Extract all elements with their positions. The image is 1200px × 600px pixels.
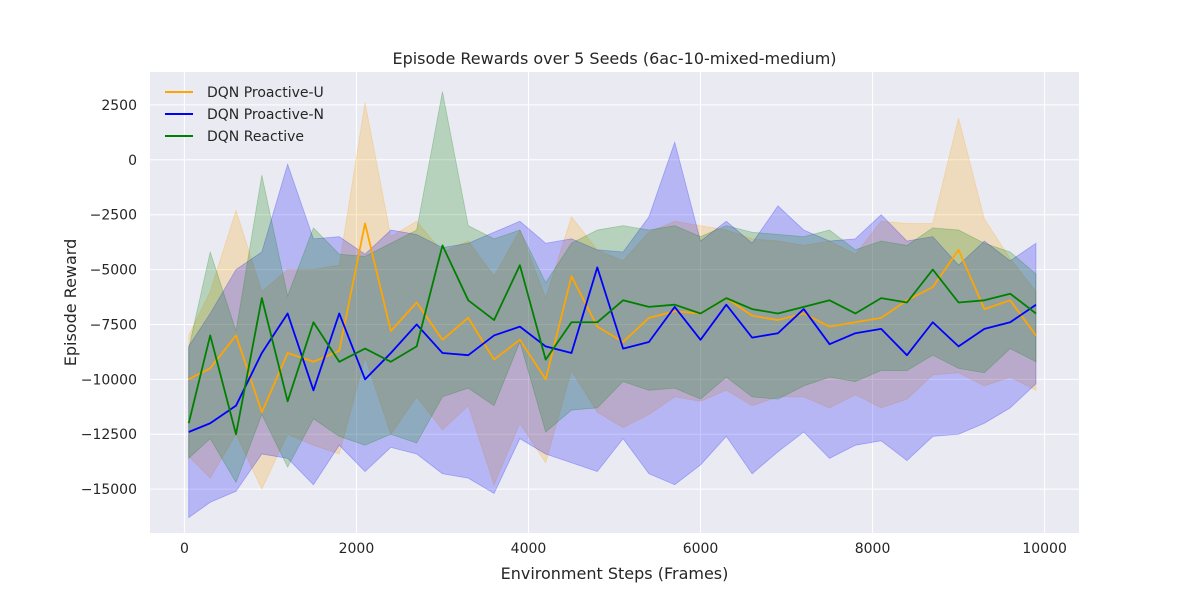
line-series-1 [188, 266, 1037, 433]
band-series-0 [188, 102, 1037, 491]
band-series-2 [188, 91, 1037, 484]
x-tick-label: 0 [180, 541, 189, 557]
x-axis-ticks: 0 2000 4000 6000 8000 10000 [180, 541, 1067, 557]
x-tick-label: 10000 [1022, 541, 1067, 557]
x-tick-label: 6000 [683, 541, 719, 557]
y-tick-label: 0 [128, 153, 137, 169]
chart-title: Episode Rewards over 5 Seeds (6ac-10-mix… [392, 49, 836, 68]
band-series-1 [188, 140, 1037, 519]
y-axis-ticks: 2500 0 −2500 −5000 −7500 −10000 −12500 −15000 [81, 98, 137, 498]
series-lines [187, 222, 1037, 436]
x-axis-title: Environment Steps (Frames) [501, 564, 729, 583]
line-series-0 [188, 222, 1037, 414]
y-tick-label: −10000 [81, 372, 137, 388]
line-series-2 [187, 244, 1037, 436]
x-tick-label: 8000 [855, 541, 891, 557]
legend: DQN Proactive-U DQN Proactive-N DQN Reacti… [165, 85, 324, 145]
confidence-bands [188, 91, 1037, 519]
legend-label-1: DQN Proactive-N [207, 107, 324, 123]
y-tick-label: 2500 [101, 98, 137, 114]
legend-label-0: DQN Proactive-U [207, 85, 324, 101]
y-tick-label: −7500 [90, 317, 137, 333]
y-tick-label: −15000 [81, 482, 137, 498]
y-axis-title: Episode Reward [61, 239, 80, 367]
plot-background [150, 72, 1079, 533]
y-tick-label: −12500 [81, 427, 137, 443]
legend-label-2: DQN Reactive [207, 129, 304, 145]
y-tick-label: −5000 [90, 263, 137, 279]
x-tick-label: 4000 [511, 541, 547, 557]
x-tick-label: 2000 [339, 541, 375, 557]
y-tick-label: −2500 [90, 208, 137, 224]
